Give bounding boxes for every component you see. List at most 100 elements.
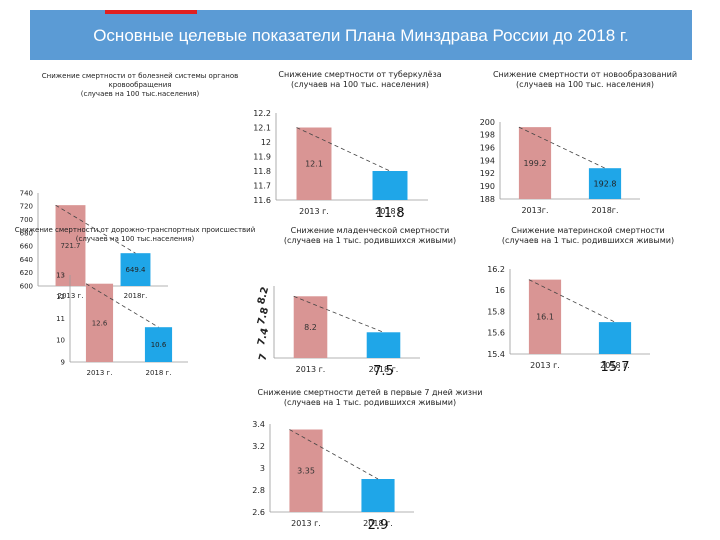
chart-tuberculosis: 11.6 11.7 11.8 11.9 12 12.1 12.2 12.1 2013 г. 11.… (253, 109, 428, 221)
y-tick-label: 13 (56, 271, 65, 279)
bar-value-label: 192.8 (594, 179, 617, 188)
bar-value-label: 721.7 (60, 242, 80, 250)
x-tick-label: 2013 г. (296, 365, 326, 374)
chart-title-line: Снижение смертности от новообразований (492, 70, 678, 79)
chart-title-tuberculosis: Снижение смертности от туберкулёза (случ… (245, 70, 475, 90)
x-tick-label: 2013г. (521, 206, 548, 215)
y-tick-label: 188 (480, 195, 495, 204)
y-tick-label: 3.2 (252, 442, 265, 451)
y-tick-label: 12.1 (253, 123, 271, 132)
y-tick-label: 3 (260, 464, 265, 473)
y-tick-label: 8.2 (256, 286, 271, 306)
chart-subtitle-line: (случаев на 100 тыс. населения) (516, 80, 654, 89)
bar-value-label: 649.4 (125, 266, 146, 274)
chart-title-line: Снижение материнской смертности (511, 226, 665, 235)
y-tick-label: 2.6 (252, 508, 265, 517)
x-tick-label: 2013 г. (299, 207, 329, 216)
bar-value-label: 7.5 (373, 364, 394, 379)
x-tick-label: 2018г. (591, 206, 618, 215)
y-tick-label: 11.8 (253, 167, 271, 176)
bar-value-label: 199.2 (524, 159, 547, 168)
y-tick-label: 196 (480, 143, 495, 152)
trend-line (293, 295, 384, 333)
bar-value-label: 3.35 (297, 467, 315, 476)
y-tick-label: 7 (257, 353, 269, 363)
bar-2018 (361, 479, 395, 512)
trend-line (528, 279, 616, 323)
x-tick-label: 2013 г. (87, 369, 113, 377)
y-tick-label: 12.2 (253, 109, 271, 118)
chart-title-maternal: Снижение материнской смертности (случаев… (478, 226, 698, 246)
chart-subtitle-line: (случаев на 100 тыс.населения) (75, 235, 195, 243)
y-tick-label: 7.8 (256, 306, 271, 326)
y-tick-label: 7.4 (256, 327, 271, 347)
chart-subtitle-line: (случаев на 1 тыс. родившихся живыми) (283, 236, 457, 245)
y-tick-label: 190 (480, 182, 495, 191)
x-tick-label: 2018 г. (146, 369, 172, 377)
chart-subtitle-line: (случаев на 100 тыс.населения) (80, 90, 200, 98)
y-tick-label: 200 (480, 118, 495, 127)
x-tick-label: 2018г. (124, 292, 148, 300)
header-banner: Основные целевые показатели Плана Минздр… (30, 10, 692, 60)
chart-subtitle-line: (случаев на 100 тыс. населения) (291, 80, 429, 89)
y-tick-label: 11 (56, 315, 65, 323)
y-tick-label: 11.7 (253, 181, 271, 190)
x-tick-label: 2013 г. (530, 361, 560, 370)
y-tick-label: 192 (480, 169, 495, 178)
trend-line (85, 283, 159, 328)
y-tick-label: 720 (20, 203, 33, 211)
y-tick-label: 194 (480, 156, 495, 165)
y-tick-label: 680 (20, 229, 33, 237)
bar-2013 (296, 127, 332, 200)
chart-title-line: Снижение смертности от дорожно-транспорт… (14, 226, 256, 234)
bar-value-label: 8.2 (304, 323, 317, 332)
bar-2013 (518, 127, 552, 199)
bar-2013 (528, 279, 562, 354)
chart-title-oncology: Снижение смертности от новообразований (… (470, 70, 700, 90)
y-tick-label: 11.6 (253, 196, 271, 205)
chart-oncology: 188 190 192 194 196 198 200 199.2 2013г. 192.8 201… (480, 118, 640, 215)
y-tick-label: 620 (20, 269, 33, 277)
chart-title-line: Снижение смертности от болезней системы … (41, 72, 239, 89)
y-tick-label: 660 (20, 243, 33, 251)
bar-2018 (598, 322, 632, 354)
chart-title-road-accidents: Снижение смертности от дорожно-транспорт… (10, 226, 260, 244)
y-tick-label: 12 (56, 293, 65, 301)
page-title: Основные целевые показатели Плана Минздр… (93, 26, 629, 45)
x-tick-label: 2013 г. (58, 292, 84, 300)
trend-line (518, 126, 606, 169)
bar-value-label: 12.6 (92, 319, 108, 327)
chart-title-line: Снижение младенческой смертности (290, 226, 450, 235)
x-tick-label: 2018 г. (369, 365, 399, 374)
x-tick-label: 2018 г. (363, 519, 393, 528)
bar-value-label: 15.7 (601, 360, 630, 375)
bar-value-label: 10.6 (151, 341, 167, 349)
chart-subtitle-line: (случаев на 1 тыс. родившихся живыми) (501, 236, 675, 245)
x-tick-label: 2018 г. (600, 361, 630, 370)
y-tick-label: 9 (61, 358, 65, 366)
y-tick-label: 16 (495, 286, 505, 295)
y-tick-label: 15.4 (487, 350, 505, 359)
y-tick-label: 198 (480, 131, 495, 140)
y-tick-label: 3.4 (252, 420, 265, 429)
trend-line (296, 127, 391, 172)
y-tick-label: 12 (261, 138, 271, 147)
bar-2013 (55, 205, 86, 286)
bar-value-label: 16.1 (536, 313, 554, 322)
y-tick-label: 10 (56, 337, 65, 345)
header-accent-bar (105, 10, 197, 14)
chart-road-accidents: 9 10 11 12 13 12.6 2013 г. 10.6 2018 г. (56, 271, 188, 377)
chart-subtitle-line: (случаев на 1 тыс. родившихся живыми) (283, 398, 457, 407)
y-tick-label: 15.8 (487, 307, 505, 316)
y-tick-label: 740 (20, 189, 33, 197)
bar-2013 (85, 283, 114, 362)
y-tick-label: 15.6 (487, 329, 505, 338)
y-tick-label: 16.2 (487, 265, 505, 274)
bar-2018 (372, 171, 408, 200)
chart-title-infant: Снижение младенческой смертности (случае… (260, 226, 480, 246)
y-tick-label: 640 (20, 256, 33, 264)
x-tick-label: 2018 г. (375, 207, 405, 216)
